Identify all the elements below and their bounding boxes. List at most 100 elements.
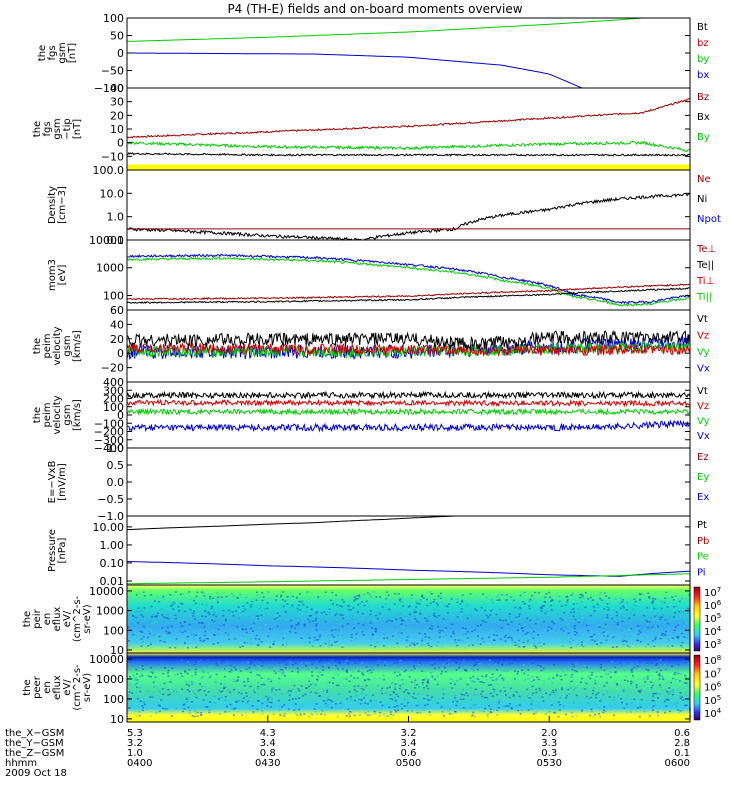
series-Pe [126, 573, 691, 585]
y-axis-label-line: the [32, 338, 43, 354]
y-axis-label: mom3 [eV] [47, 259, 68, 291]
y-tick-label: 60 [110, 304, 124, 317]
panel-7 [126, 447, 691, 517]
y-tick-label: −300 [94, 434, 124, 447]
legend-by: by [697, 54, 709, 65]
y-axis-label-line: en [42, 613, 53, 626]
yellow-band [127, 164, 690, 170]
y-tick-label: 100 [103, 12, 124, 25]
colorbar-label: 108 [704, 654, 721, 667]
y-axis-label-line: the [37, 45, 48, 61]
y-axis-label-line: fgs [42, 121, 53, 136]
y-tick-label: 10 [110, 713, 124, 726]
y-axis-label-line: [nPa] [57, 537, 68, 563]
y-tick-label: 100 [103, 693, 124, 706]
y-tick-label: 100.0 [93, 164, 125, 177]
legend-Vz: Vz [697, 401, 709, 412]
panel-10 [126, 652, 701, 723]
xaxis-row-label: the_Y−GSM [5, 738, 64, 749]
legend-bz: bz [697, 38, 709, 49]
panel-3 [126, 169, 691, 241]
y-axis-label-line: [mV/m] [57, 463, 68, 501]
series-Ni [126, 192, 691, 241]
y-axis-label-line: eflux [52, 675, 63, 700]
y-tick-label: 300 [103, 384, 124, 397]
y-tick-label: 1000 [96, 262, 124, 275]
legend-Vt: Vt [697, 314, 708, 325]
legend-Vy: Vy [697, 416, 710, 427]
y-tick-label: 0.10 [100, 557, 125, 570]
series-Vz [126, 341, 691, 357]
series-Te|| [126, 287, 691, 304]
panel-8 [126, 515, 691, 586]
y-tick-label: 1000 [96, 605, 124, 618]
legend-Ti⊥: Ti⊥ [696, 276, 714, 287]
y-tick-label: 0 [117, 137, 124, 150]
xaxis-date: 2009 Oct 18 [5, 768, 67, 779]
y-tick-label: 50 [110, 30, 124, 43]
series-Vy [126, 407, 691, 417]
y-tick-label: −100 [94, 417, 124, 430]
y-tick-label: 1000 [96, 673, 124, 686]
y-axis-label-line: the [32, 121, 43, 137]
y-axis-label: E=−VxB [mV/m] [47, 461, 68, 504]
panel-1 [126, 17, 691, 89]
y-tick-label: −10 [101, 150, 124, 163]
xaxis-value: 0530 [537, 758, 562, 769]
series-Te⊥ [126, 283, 691, 301]
series-Bx [126, 151, 691, 157]
y-tick-label: 40 [110, 318, 124, 331]
y-axis-label: Density [cm−3] [47, 186, 68, 224]
xaxis-value: 0430 [255, 758, 280, 769]
legend-Vy: Vy [697, 347, 710, 358]
xaxis-value: 3.4 [401, 738, 417, 749]
colorbar-label: 107 [704, 667, 721, 680]
y-axis-label-line: peim [42, 333, 53, 358]
legend-Ex: Ex [697, 492, 709, 503]
legend-Ti||: Ti|| [696, 292, 712, 303]
legend-bx: bx [697, 70, 709, 81]
xaxis-value: 0.8 [260, 748, 276, 759]
series-Vz [126, 398, 691, 408]
y-axis-label-line: sr-eV) [82, 604, 93, 633]
y-axis-label-line: peim [42, 402, 53, 427]
y-tick-label: −400 [94, 442, 124, 455]
xaxis-value: 2.0 [541, 728, 557, 739]
y-axis-label-line: −tip [62, 118, 73, 139]
y-axis-label-line: [nT] [72, 119, 83, 139]
colorbar-label: 104 [704, 707, 722, 720]
y-axis-label-line: gsm [62, 335, 73, 356]
xaxis-value: 0.6 [674, 728, 690, 739]
y-tick-label: 20 [110, 333, 124, 346]
y-tick-label: 0 [117, 47, 124, 60]
legend-Vx: Vx [697, 431, 710, 442]
colorbar-10 [693, 654, 701, 721]
series-Bz [126, 98, 691, 139]
y-tick-label: 100 [103, 289, 124, 302]
xaxis-value: 4.3 [260, 728, 276, 739]
legend-Ey: Ey [697, 472, 709, 483]
panel-4 [126, 239, 691, 311]
colorbar-label: 104 [704, 625, 722, 638]
panel-2 [126, 87, 691, 171]
colorbar-label: 106 [704, 681, 722, 694]
series-Ti|| [126, 256, 691, 307]
y-tick-label: 0 [117, 409, 124, 422]
panel-6 [126, 381, 691, 449]
xaxis-value: 0500 [396, 758, 421, 769]
xaxis-value: 2.8 [674, 738, 690, 749]
y-axis-label-line: (cm^2-s- [72, 595, 83, 642]
legend-Ni: Ni [697, 194, 707, 205]
y-tick-label: 200 [103, 393, 124, 406]
colorbar-label: 105 [704, 694, 721, 707]
legend-Npot: Npot [697, 214, 721, 225]
series-Ti⊥ [126, 253, 691, 305]
series-By [126, 140, 691, 153]
xaxis-value: 0400 [127, 758, 152, 769]
y-tick-label: 30 [110, 96, 124, 109]
y-tick-label: 10 [110, 123, 124, 136]
y-axis-label-line: [km/s] [72, 399, 83, 431]
y-tick-label: 0.01 [100, 575, 125, 588]
y-tick-label: 0.5 [107, 459, 125, 472]
xaxis-value: 0.1 [674, 748, 690, 759]
